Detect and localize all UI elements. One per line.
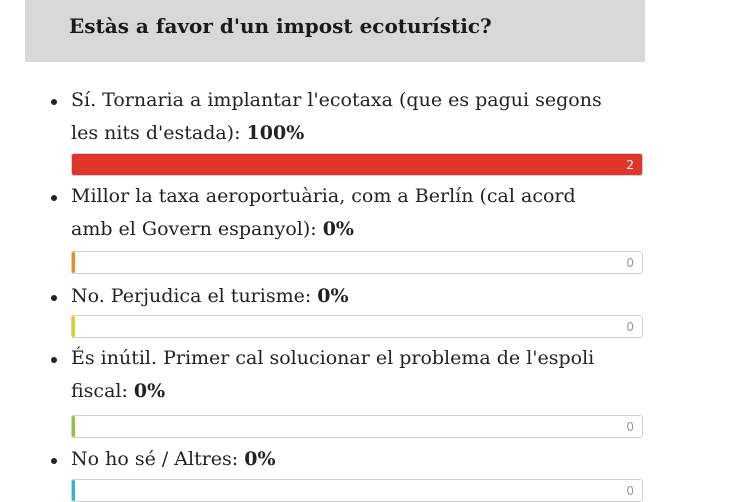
vote-count: 0	[626, 256, 634, 270]
bullet-icon	[51, 195, 57, 201]
option-text: És inútil. Primer cal solucionar el prob…	[71, 342, 606, 408]
result-bar: 0	[71, 251, 643, 274]
vote-count: 0	[626, 320, 634, 334]
option-label: Millor la taxa aeroportuària, com a Berl…	[71, 185, 576, 240]
option-text: Millor la taxa aeroportuària, com a Berl…	[71, 180, 606, 246]
option-label: Sí. Tornaria a implantar l'ecotaxa (que …	[71, 89, 602, 144]
bullet-icon	[51, 458, 57, 464]
option-percent: 0%	[317, 285, 349, 307]
option-percent: 0%	[244, 448, 276, 470]
result-bar-fill	[72, 252, 75, 273]
bullet-icon	[51, 295, 57, 301]
bullet-icon	[51, 99, 57, 105]
option-text: No. Perjudica el turisme: 0%	[71, 280, 606, 313]
option-label: No. Perjudica el turisme:	[71, 285, 312, 307]
option-percent: 0%	[322, 218, 354, 240]
vote-count: 0	[626, 420, 634, 434]
option-percent: 100%	[246, 122, 305, 144]
poll-title: Estàs a favor d'un impost ecoturístic?	[69, 14, 492, 38]
vote-count: 2	[626, 158, 634, 172]
result-bar-fill	[72, 316, 75, 337]
result-bar: 2	[71, 153, 643, 176]
option-text: No ho sé / Altres: 0%	[71, 443, 606, 476]
option-label: No ho sé / Altres:	[71, 448, 239, 470]
result-bar-fill	[72, 416, 75, 437]
option-text: Sí. Tornaria a implantar l'ecotaxa (que …	[71, 84, 606, 150]
result-bar: 0	[71, 415, 643, 438]
option-percent: 0%	[133, 380, 166, 402]
result-bar-fill	[72, 480, 75, 501]
bullet-icon	[51, 357, 57, 363]
option-label: És inútil. Primer cal solucionar el prob…	[71, 347, 595, 402]
poll-header: Estàs a favor d'un impost ecoturístic?	[25, 0, 645, 62]
vote-count: 0	[626, 484, 634, 498]
result-bar-fill	[72, 154, 642, 175]
result-bar: 0	[71, 315, 643, 338]
result-bar: 0	[71, 479, 643, 502]
